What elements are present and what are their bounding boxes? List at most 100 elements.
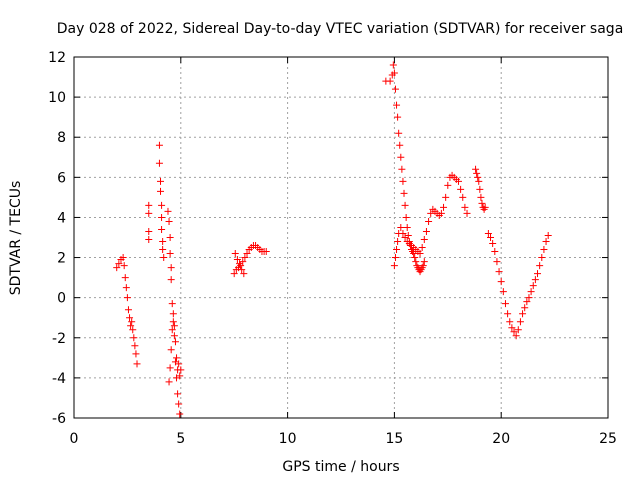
data-point: [165, 378, 173, 386]
data-point: [168, 326, 176, 334]
data-point: [489, 240, 497, 248]
data-point: [444, 181, 452, 189]
x-axis-title: GPS time / hours: [282, 459, 399, 475]
data-point: [160, 254, 168, 262]
data-point: [504, 310, 512, 318]
data-point: [457, 185, 465, 193]
data-point: [393, 246, 401, 254]
data-point: [420, 236, 428, 244]
data-point: [230, 270, 238, 278]
data-point: [397, 153, 405, 161]
data-point: [167, 264, 175, 272]
data-point: [506, 318, 514, 326]
data-point: [120, 262, 128, 270]
data-point: [497, 278, 505, 286]
data-point: [440, 203, 448, 211]
data-point: [166, 250, 174, 258]
data-point: [499, 288, 507, 296]
data-point: [477, 193, 485, 201]
axis-ticks: 0 5 10 15 20 25 -6 -4 -2 0 2 4 6 8 10 12: [48, 50, 617, 447]
data-point: [145, 209, 153, 217]
data-point: [176, 410, 184, 418]
data-point: [523, 298, 531, 306]
data-point: [121, 274, 129, 282]
y-tick-label: 6: [57, 170, 66, 186]
data-point: [240, 270, 248, 278]
data-point: [508, 324, 516, 332]
data-point: [175, 360, 183, 368]
plot-area: [73, 56, 609, 419]
data-point: [487, 234, 495, 241]
data-point: [540, 246, 548, 254]
data-point: [130, 334, 138, 342]
data-point: [233, 256, 241, 264]
data-point: [416, 250, 424, 258]
data-point: [115, 260, 123, 268]
data-point: [155, 141, 163, 149]
data-point: [437, 209, 445, 217]
y-tick-label: 8: [57, 130, 66, 146]
data-point: [124, 306, 132, 314]
data-point: [169, 310, 177, 318]
data-point: [410, 250, 418, 258]
data-point: [411, 254, 419, 262]
y-tick-label: -2: [52, 331, 66, 347]
data-point: [126, 314, 134, 322]
data-point: [262, 248, 270, 256]
data-point: [166, 234, 174, 241]
data-point: [127, 322, 135, 330]
x-tick-label: 10: [279, 431, 297, 447]
data-point: [412, 258, 420, 266]
y-tick-label: 4: [57, 210, 66, 226]
data-point: [159, 246, 167, 254]
data-point: [158, 201, 166, 209]
data-point: [145, 201, 153, 209]
data-point: [113, 264, 121, 272]
data-point: [529, 282, 537, 290]
data-point: [122, 284, 130, 292]
data-point: [164, 207, 172, 215]
data-point: [386, 77, 394, 85]
data-points: [113, 61, 552, 418]
data-point: [166, 364, 174, 372]
data-point: [167, 346, 175, 354]
chart-title: Day 028 of 2022, Sidereal Day-to-day VTE…: [57, 21, 624, 37]
data-point: [158, 213, 166, 221]
x-tick-label: 15: [385, 431, 403, 447]
x-tick-label: 0: [70, 431, 79, 447]
data-point: [397, 223, 405, 231]
x-tick-label: 20: [492, 431, 510, 447]
y-tick-label: -4: [52, 371, 66, 387]
data-point: [133, 360, 141, 368]
data-point: [389, 61, 397, 69]
data-point: [461, 203, 469, 211]
data-point: [174, 390, 182, 398]
data-point: [145, 227, 153, 235]
data-point: [442, 193, 450, 201]
y-tick-label: 2: [57, 251, 66, 267]
data-point: [394, 238, 402, 246]
data-point: [128, 318, 136, 326]
data-point: [395, 129, 403, 137]
data-point: [516, 318, 524, 326]
data-point: [473, 169, 481, 177]
data-point: [145, 236, 153, 244]
data-point: [534, 270, 542, 278]
data-point: [173, 354, 181, 362]
data-point: [394, 113, 402, 121]
data-point: [398, 165, 406, 173]
data-point: [521, 304, 529, 312]
data-point: [422, 227, 430, 235]
data-point: [481, 203, 489, 211]
data-point: [393, 101, 401, 109]
data-point: [420, 258, 428, 266]
data-point: [493, 258, 501, 266]
data-point: [171, 338, 179, 346]
data-point: [243, 250, 251, 258]
data-point: [474, 173, 482, 181]
data-point: [514, 326, 522, 334]
data-point: [519, 310, 527, 318]
data-point: [463, 209, 471, 217]
data-point: [476, 185, 484, 193]
